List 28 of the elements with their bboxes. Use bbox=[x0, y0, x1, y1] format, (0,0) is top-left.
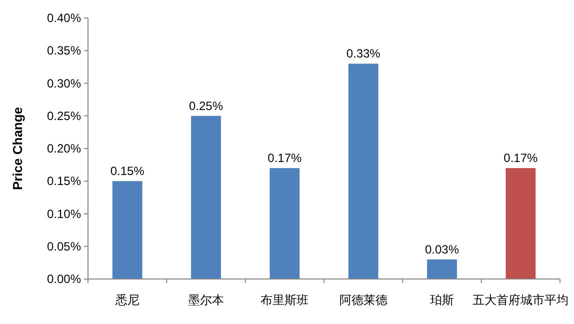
data-label: 0.15% bbox=[110, 164, 145, 178]
data-label: 0.03% bbox=[424, 242, 460, 256]
x-tick-label: 墨尔本 bbox=[188, 293, 224, 307]
y-tick-label: 0.15% bbox=[46, 174, 82, 188]
y-tick-label: 0.30% bbox=[46, 76, 82, 90]
bar bbox=[348, 64, 378, 279]
x-tick-label: 珀斯 bbox=[430, 293, 454, 307]
y-axis-title: Price Change bbox=[10, 106, 25, 190]
bar bbox=[506, 168, 536, 279]
x-tick-label: 布里斯班 bbox=[260, 293, 309, 307]
x-tick-label: 阿德莱德 bbox=[339, 293, 388, 307]
y-tick-label: 0.20% bbox=[46, 142, 82, 156]
x-tick-label: 悉尼 bbox=[114, 293, 140, 307]
bar bbox=[191, 116, 221, 279]
data-label: 0.17% bbox=[268, 151, 302, 166]
y-tick-label: 0.25% bbox=[46, 108, 82, 123]
y-tick-label: 0.00% bbox=[46, 272, 82, 286]
bar bbox=[270, 168, 300, 279]
y-tick-label: 0.40% bbox=[46, 11, 82, 25]
x-tick-label: 五大首府城市平均 bbox=[472, 293, 569, 307]
bar bbox=[427, 259, 457, 279]
data-label: 0.17% bbox=[504, 151, 538, 166]
bar bbox=[112, 181, 142, 279]
y-tick-label: 0.35% bbox=[46, 44, 82, 58]
data-label: 0.25% bbox=[188, 98, 224, 113]
y-tick-label: 0.05% bbox=[46, 239, 82, 254]
y-tick-label: 0.10% bbox=[46, 206, 82, 221]
data-label: 0.33% bbox=[346, 46, 381, 61]
